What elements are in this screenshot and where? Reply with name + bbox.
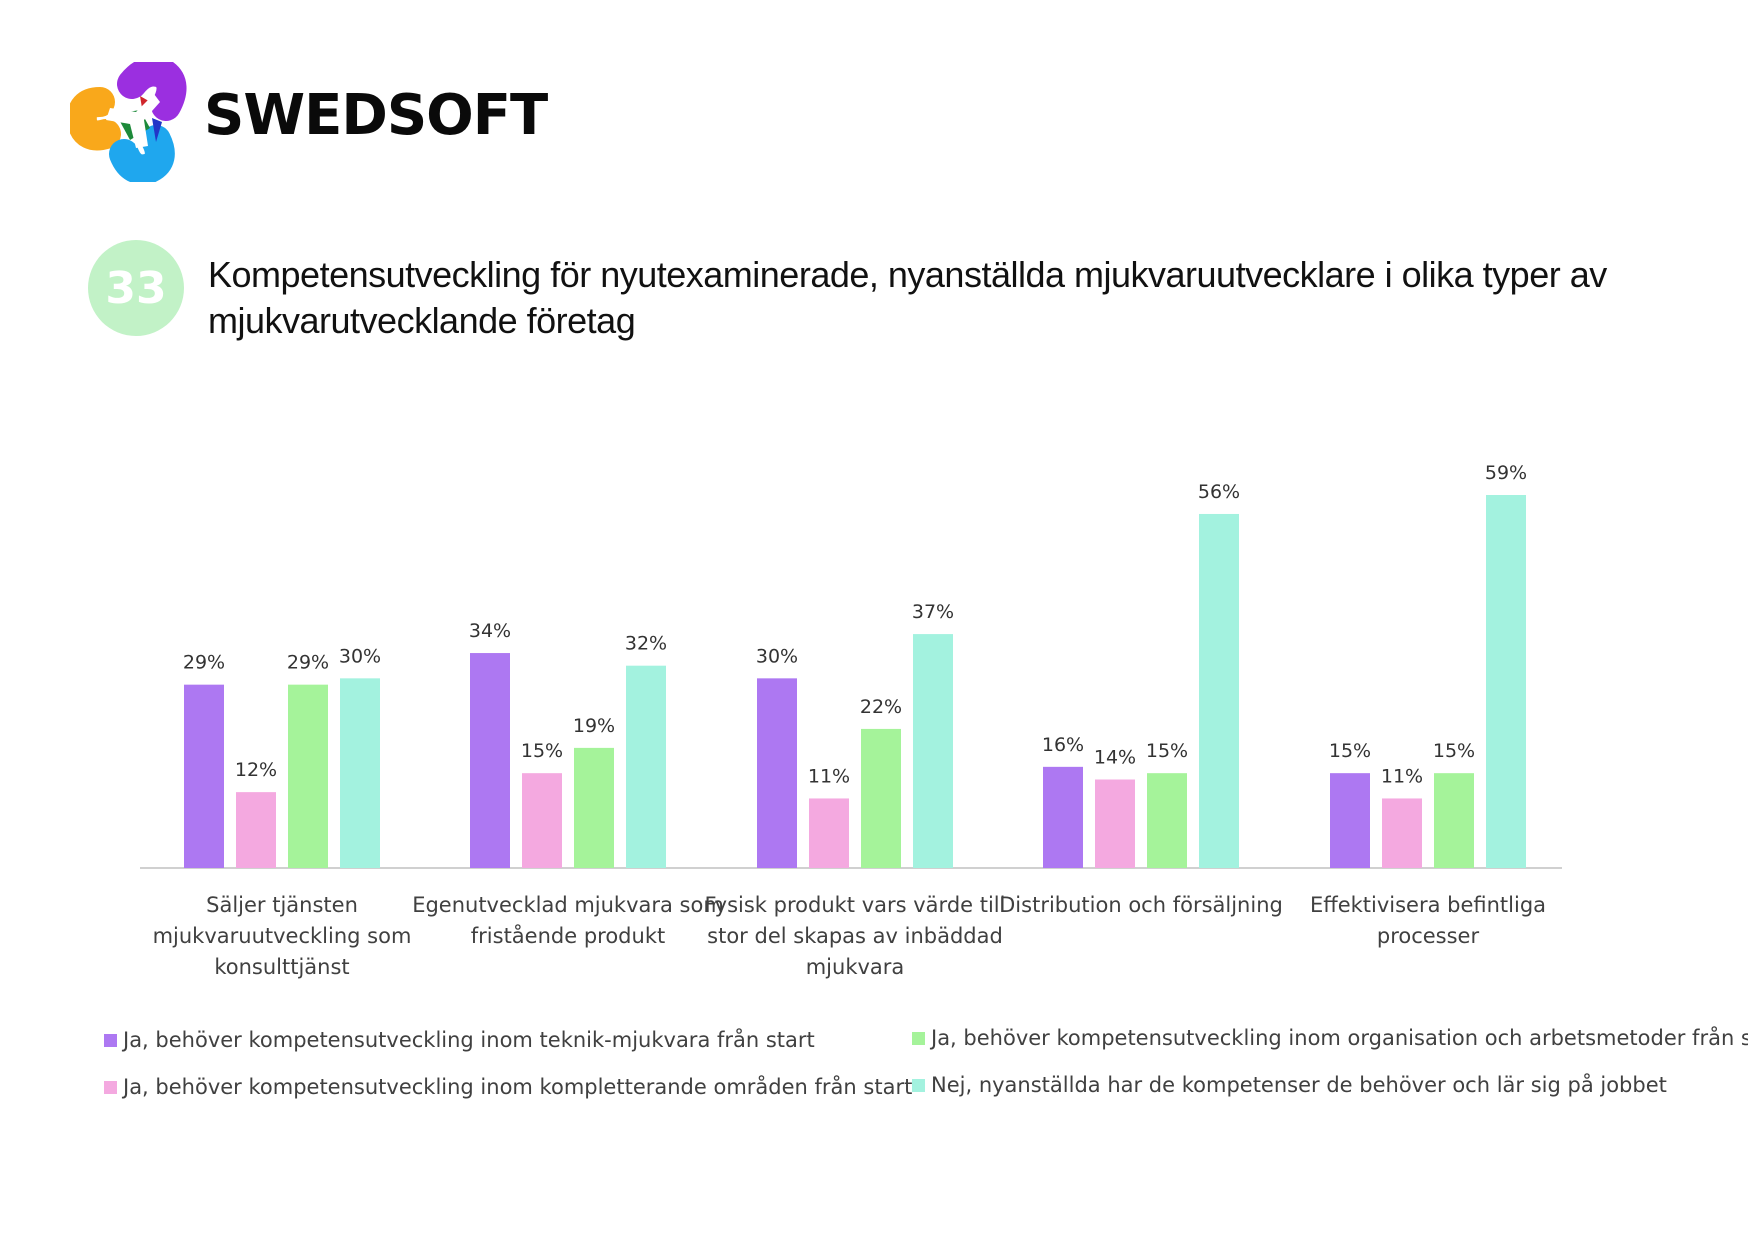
legend-label: Ja, behöver kompetensutveckling inom org… [931,1026,1748,1050]
bar [522,773,562,868]
bar [1095,779,1135,868]
x-tick-label: fristående produkt [471,923,665,948]
data-label: 59% [1485,462,1527,484]
x-tick-label: mjukvara [806,955,905,979]
bar [340,678,380,868]
legend-label: Ja, behöver kompetensutveckling inom tek… [123,1028,815,1052]
legend-swatch [104,1080,117,1094]
legend-swatch [912,1031,925,1045]
legend-label: Ja, behöver kompetensutveckling inom kom… [123,1075,913,1099]
data-label: 11% [1381,765,1423,787]
legend-swatch [104,1033,117,1047]
x-tick-label: mjukvaruutveckling som [153,924,412,948]
bar [574,747,614,868]
data-label: 56% [1198,481,1240,503]
data-label: 34% [469,620,511,642]
x-tick-label: konsulttjänst [214,955,349,979]
data-label: 29% [183,652,225,674]
bar [861,728,901,868]
x-tick-label: Säljer tjänsten [206,893,358,917]
bar [288,684,328,868]
x-tick-label: stor del skapas av inbäddad [707,924,1003,948]
bar [1199,513,1239,868]
data-label: 15% [1433,740,1475,762]
data-label: 37% [912,601,954,623]
x-tick-label: Egenutvecklad mjukvara som [412,893,724,917]
bar [626,665,666,868]
data-label: 15% [1146,740,1188,762]
bar-chart: 29% 12% 29% 30% Säljer tjänsten mjukvaruutvec… [140,462,1562,979]
bar [1330,773,1370,868]
data-label: 16% [1042,734,1084,756]
legend-item-nej: Nej, nyanställda har de kompetenser de b… [912,1073,1667,1097]
legend-item-organisation: Ja, behöver kompetensutveckling inom org… [912,1026,1748,1050]
data-label: 30% [339,645,381,667]
bar [809,798,849,868]
legend-swatch [912,1078,925,1092]
bar [470,653,510,868]
x-tick-label: Effektivisera befintliga [1310,893,1546,917]
legend-item-teknik: Ja, behöver kompetensutveckling inom tek… [104,1028,815,1052]
data-label: 22% [860,696,902,718]
bar [184,684,224,868]
figure-number-badge: 33 [88,240,184,336]
legend-label: Nej, nyanställda har de kompetenser de b… [931,1073,1667,1097]
bar [236,792,276,868]
bar [1434,773,1474,868]
brand-wordmark: SWEDSOFT [204,83,548,148]
data-label: 14% [1094,746,1136,768]
x-tick-label: processer [1377,924,1480,948]
data-label: 11% [808,765,850,787]
bar [1147,773,1187,868]
x-tick-label: Fysisk produkt vars värde till [705,893,1006,917]
bar [913,634,953,868]
data-label: 29% [287,652,329,674]
x-tick-label: Distribution och försäljning [999,893,1283,917]
page-title: Kompetensutveckling för nyutexaminerade,… [208,254,1607,341]
bar [1382,798,1422,868]
swedsoft-logo-icon [70,62,187,182]
data-label: 15% [521,740,563,762]
data-label: 30% [756,645,798,667]
data-label: 32% [625,633,667,655]
data-label: 15% [1329,740,1371,762]
legend-item-kompletterande: Ja, behöver kompetensutveckling inom kom… [104,1075,912,1099]
data-label: 12% [235,759,277,781]
data-label: 19% [573,715,615,737]
bar [757,678,797,868]
bar [1486,495,1526,868]
bar [1043,766,1083,868]
